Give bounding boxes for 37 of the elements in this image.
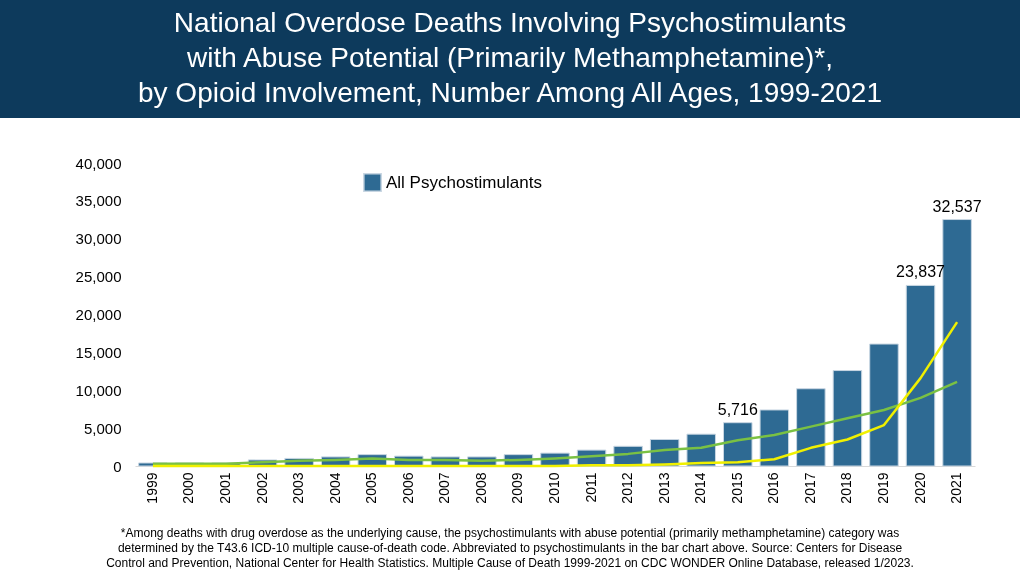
y-tick-label: 0 (113, 457, 122, 475)
legend-label: All Psychostimulants (386, 172, 542, 192)
data-label: 32,537 (932, 197, 982, 215)
x-tick-label: 2009 (509, 472, 526, 504)
x-tick-label: 2003 (290, 472, 307, 504)
x-tick-label: 2000 (180, 472, 197, 504)
x-tick-label: 2008 (472, 472, 489, 504)
x-tick-label: 2021 (948, 472, 965, 504)
x-tick-label: 2019 (874, 472, 891, 504)
x-tick-label: 2020 (911, 472, 928, 504)
y-tick-label: 40,000 (75, 154, 122, 172)
x-tick-label: 2002 (253, 472, 270, 504)
data-label: 5,716 (717, 400, 758, 418)
x-tick-label: 2015 (728, 472, 745, 504)
x-tick-label: 2007 (436, 472, 453, 504)
chart-title: National Overdose Deaths Involving Psychostimulants with Abuse Potential (Primarily Methamphetamine)*, by Opioid Involvement, Number Among All Ages, 1999-2021 (138, 7, 882, 108)
y-tick-label: 25,000 (75, 268, 122, 286)
x-tick-label: 2018 (838, 472, 855, 504)
x-tick-label: 2012 (619, 472, 636, 504)
y-tick-label: 30,000 (75, 230, 122, 248)
x-tick-label: 2017 (801, 472, 818, 504)
x-tick-label: 2004 (326, 472, 343, 504)
y-tick-label: 20,000 (75, 306, 122, 323)
y-tick-label: 35,000 (75, 192, 122, 210)
x-tick-label: 2014 (692, 472, 709, 504)
x-tick-label: 2001 (217, 472, 234, 504)
y-tick-label: 5,000 (83, 419, 122, 437)
x-tick-label: 2010 (546, 472, 562, 504)
x-tick-label: 2005 (363, 472, 380, 504)
x-tick-label: 2013 (655, 472, 672, 504)
x-tick-label: 2006 (399, 472, 416, 504)
x-tick-label: 1999 (143, 472, 160, 504)
y-tick-label: 15,000 (75, 343, 122, 361)
x-tick-label: 2016 (765, 472, 782, 504)
x-tick-label: 2011 (582, 472, 599, 503)
text: *Among deaths with drug overdose as the underlying cause, the psychostimulants with abuse potential (primarily methamphetamine) category was determined by the T43.6 ICD-10 multiple cause-of-death code. Abbreviated to psychostimulants in the bar chart above. Source: Centers for Disease Control and Prevention, National Center for Health Statistics. Multiple Cause of Death 1999-2021 on CDC WONDER Online Database, released 1/2023. (106, 526, 914, 570)
y-tick-label: 10,000 (75, 381, 122, 399)
